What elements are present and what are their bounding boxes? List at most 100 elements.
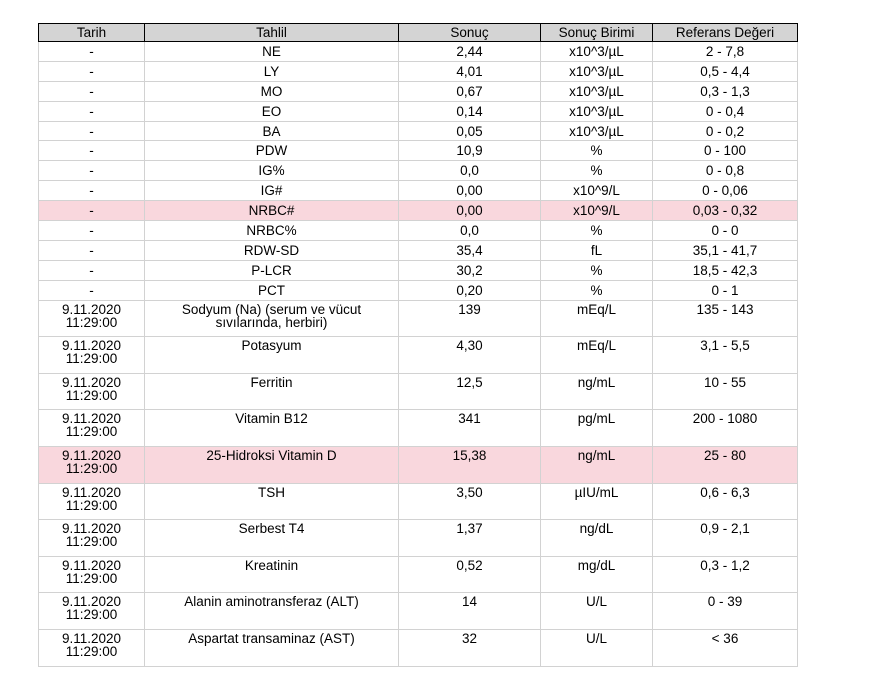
table-row: 9.11.2020 11:29:00 Alanin aminotransferaz… (38, 592, 798, 630)
table-row-flagged: 9.11.2020 11:29:00 25-Hidroksi Vitamin D … (38, 445, 798, 484)
test-cell: LY (144, 60, 399, 82)
reference-cell: 0,3 - 1,2 (652, 555, 798, 593)
date-time: 11:29:00 (65, 534, 118, 550)
date-time: 11:29:00 (65, 643, 118, 659)
date-cell: - (38, 259, 145, 281)
unit-cell: % (540, 140, 653, 161)
result-cell: 12,5 (398, 372, 541, 410)
result-cell: 14 (398, 592, 541, 630)
result-cell: 2,44 (398, 41, 541, 62)
test-cell: Serbest T4 (144, 519, 399, 557)
table-row: - MO 0,67 x10^3/µL 0,3 - 1,3 (38, 80, 798, 102)
table-header: Tarih Tahlil Sonuç Sonuç Birimi Referans… (38, 23, 798, 42)
result-cell: 0,20 (398, 279, 541, 301)
test-cell: RDW-SD (144, 239, 399, 261)
result-cell: 15,38 (398, 445, 541, 484)
reference-cell: 0 - 0 (652, 220, 798, 241)
unit-cell: fL (540, 239, 653, 261)
date-cell: - (38, 239, 145, 261)
unit-cell: x10^3/µL (540, 100, 653, 122)
table-row: - PCT 0,20 % 0 - 1 (38, 279, 798, 301)
result-cell: 341 (398, 409, 541, 447)
unit-cell: x10^9/L (540, 180, 653, 201)
test-cell: IG% (144, 160, 399, 181)
unit-cell: ng/mL (540, 372, 653, 410)
date-cell: - (38, 41, 145, 62)
test-cell: Ferritin (144, 372, 399, 410)
date-cell: 9.11.2020 11:29:00 (38, 299, 145, 337)
table-row: - PDW 10,9 % 0 - 100 (38, 140, 798, 161)
date-cell: - (38, 220, 145, 241)
result-cell: 0,14 (398, 100, 541, 122)
test-cell: Vitamin B12 (144, 409, 399, 447)
result-cell: 10,9 (398, 140, 541, 161)
table-row: - NE 2,44 x10^3/µL 2 - 7,8 (38, 41, 798, 62)
test-cell: EO (144, 100, 399, 122)
header-unit: Sonuç Birimi (540, 23, 653, 42)
unit-cell: % (540, 259, 653, 281)
unit-cell: U/L (540, 628, 653, 667)
test-cell: NRBC% (144, 220, 399, 241)
date-time: 11:29:00 (65, 424, 118, 440)
unit-cell: pg/mL (540, 409, 653, 447)
reference-cell: 25 - 80 (652, 445, 798, 484)
result-cell: 1,37 (398, 519, 541, 557)
test-cell: PCT (144, 279, 399, 301)
reference-cell: 0 - 39 (652, 592, 798, 630)
result-cell: 4,30 (398, 336, 541, 374)
header-reference: Referans Değeri (652, 23, 798, 42)
unit-cell: x10^9/L (540, 200, 653, 221)
reference-cell: 0,3 - 1,3 (652, 80, 798, 102)
reference-cell: 0 - 0,8 (652, 160, 798, 181)
result-cell: 0,52 (398, 555, 541, 593)
reference-cell: 0 - 0,06 (652, 180, 798, 201)
table-row: 9.11.2020 11:29:00 Serbest T4 1,37 ng/dL … (38, 519, 798, 557)
unit-cell: mEq/L (540, 299, 653, 337)
date-cell: 9.11.2020 11:29:00 (38, 519, 145, 557)
result-cell: 0,05 (398, 120, 541, 141)
reference-cell: < 36 (652, 628, 798, 667)
reference-cell: 0 - 100 (652, 140, 798, 161)
unit-cell: µIU/mL (540, 482, 653, 520)
header-row: Tarih Tahlil Sonuç Sonuç Birimi Referans… (38, 23, 798, 42)
reference-cell: 0,03 - 0,32 (652, 200, 798, 221)
test-cell: IG# (144, 180, 399, 201)
date-cell: - (38, 180, 145, 201)
date-time: 11:29:00 (65, 497, 118, 513)
unit-cell: % (540, 279, 653, 301)
table-row: 9.11.2020 11:29:00 Aspartat transaminaz (… (38, 628, 798, 667)
table-row: - IG% 0,0 % 0 - 0,8 (38, 160, 798, 181)
date-cell: 9.11.2020 11:29:00 (38, 555, 145, 593)
table-row: - P-LCR 30,2 % 18,5 - 42,3 (38, 259, 798, 281)
table-row: - BA 0,05 x10^3/µL 0 - 0,2 (38, 120, 798, 141)
unit-cell: x10^3/µL (540, 41, 653, 62)
date-cell: - (38, 160, 145, 181)
reference-cell: 0 - 0,4 (652, 100, 798, 122)
test-cell: MO (144, 80, 399, 102)
date-day: 9.11.2020 (61, 594, 122, 610)
date-cell: 9.11.2020 11:29:00 (38, 482, 145, 520)
table-row: - NRBC% 0,0 % 0 - 0 (38, 220, 798, 241)
reference-cell: 18,5 - 42,3 (652, 259, 798, 281)
date-cell: - (38, 279, 145, 301)
table-row: 9.11.2020 11:29:00 Kreatinin 0,52 mg/dL 0… (38, 555, 798, 593)
reference-cell: 135 - 143 (652, 299, 798, 337)
date-time: 11:29:00 (65, 387, 118, 403)
table-row: - EO 0,14 x10^3/µL 0 - 0,4 (38, 100, 798, 122)
date-time: 11:29:00 (65, 314, 118, 330)
header-result: Sonuç (398, 23, 541, 42)
unit-cell: U/L (540, 592, 653, 630)
date-day: 9.11.2020 (61, 521, 122, 537)
reference-cell: 0,9 - 2,1 (652, 519, 798, 557)
result-cell: 0,00 (398, 200, 541, 221)
reference-cell: 0 - 1 (652, 279, 798, 301)
date-cell: 9.11.2020 11:29:00 (38, 445, 145, 484)
result-cell: 32 (398, 628, 541, 667)
date-cell: - (38, 100, 145, 122)
date-cell: - (38, 140, 145, 161)
table-row: 9.11.2020 11:29:00 Vitamin B12 341 pg/mL … (38, 409, 798, 447)
unit-cell: mg/dL (540, 555, 653, 593)
test-cell: Alanin aminotransferaz (ALT) (144, 592, 399, 630)
test-line-1: Sodyum (Na) (serum ve vücut (181, 301, 362, 317)
unit-cell: x10^3/µL (540, 60, 653, 82)
